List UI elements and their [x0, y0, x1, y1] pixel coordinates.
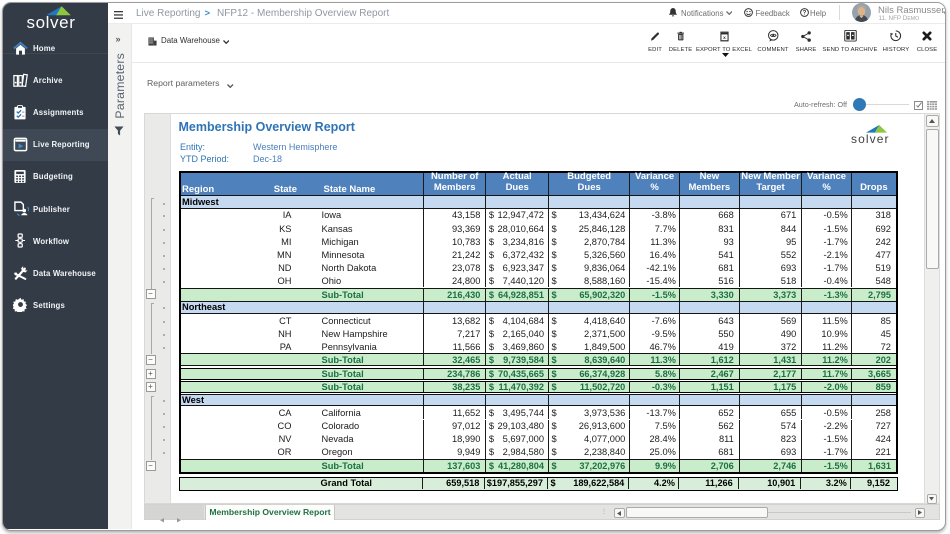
svg-text:x: x	[723, 36, 726, 41]
svg-text:?: ?	[803, 11, 807, 17]
